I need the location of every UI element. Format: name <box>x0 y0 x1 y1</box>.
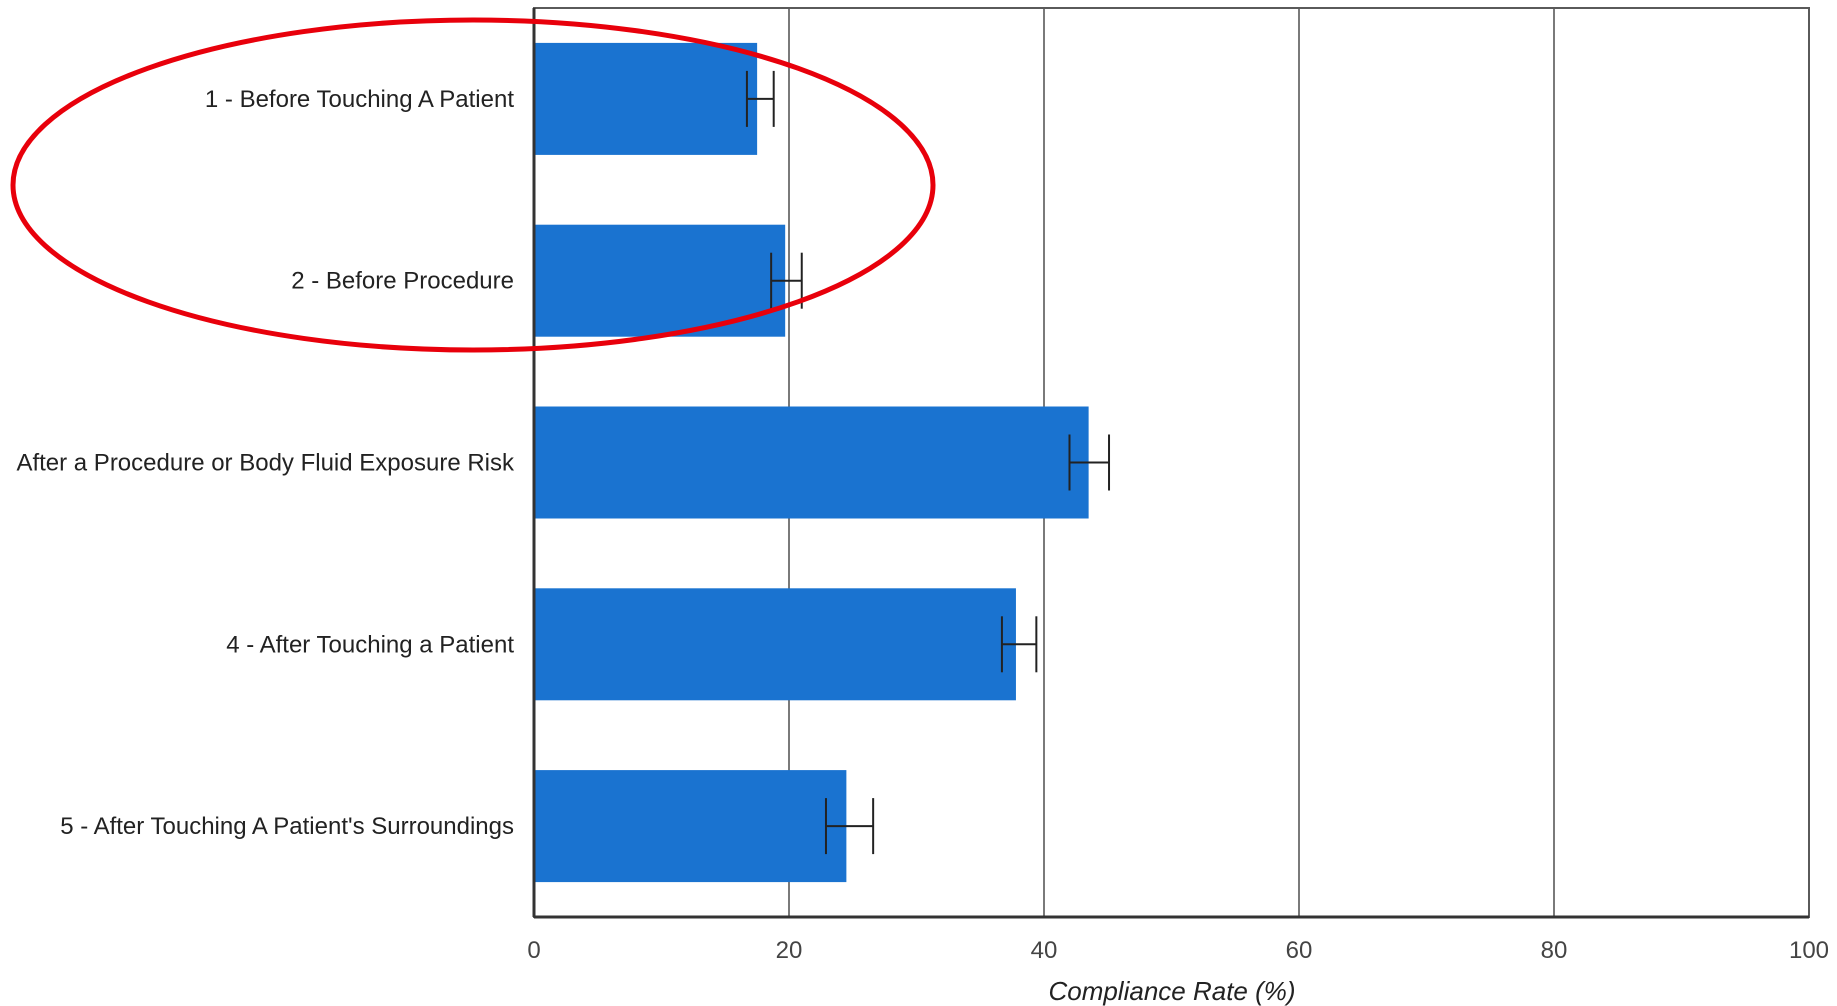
category-label-2: 2 - Before Procedure <box>291 268 514 295</box>
bar-5 <box>534 770 847 883</box>
bar-1 <box>534 42 758 155</box>
category-label-4: 4 - After Touching a Patient <box>226 631 514 658</box>
category-label-1: 1 - Before Touching A Patient <box>205 86 514 113</box>
x-tick-40: 40 <box>1031 937 1058 964</box>
error-bar-5 <box>824 798 875 855</box>
annotation <box>10 17 936 353</box>
bars <box>534 42 1089 883</box>
x-tick-60: 60 <box>1286 937 1313 964</box>
category-labels: 1 - Before Touching A Patient 2 - Before … <box>16 86 515 840</box>
plot-frame <box>532 7 1810 919</box>
category-label-5: 5 - After Touching A Patient's Surroundi… <box>60 813 514 840</box>
bar-4 <box>534 588 1016 701</box>
error-bar-3 <box>1068 434 1111 491</box>
error-bar-1 <box>745 70 775 127</box>
x-tick-20: 20 <box>776 937 803 964</box>
x-tick-labels: 0 20 40 60 80 100 <box>527 937 1829 964</box>
x-axis-title: Compliance Rate (%) <box>1048 976 1295 1006</box>
category-label-3: After a Procedure or Body Fluid Exposure… <box>16 450 515 477</box>
highlight-ellipse <box>10 17 936 353</box>
x-tick-80: 80 <box>1541 937 1568 964</box>
x-tick-0: 0 <box>527 937 540 964</box>
x-tick-100: 100 <box>1789 937 1829 964</box>
bar-3 <box>534 406 1089 519</box>
error-bar-4 <box>1000 616 1038 673</box>
